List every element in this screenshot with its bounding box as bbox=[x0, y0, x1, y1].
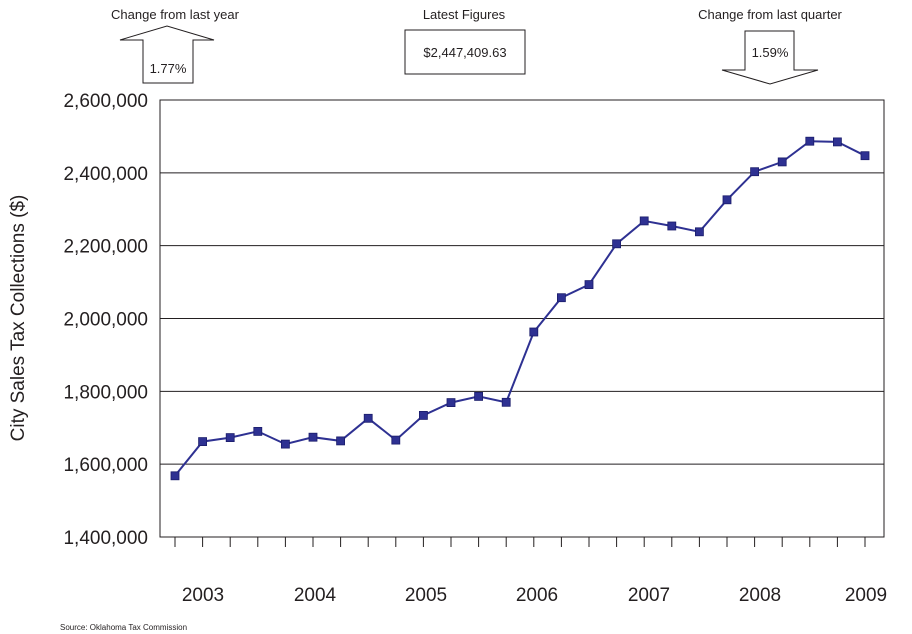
x-year-label: 2009 bbox=[845, 585, 887, 606]
callout-last-year-title: Change from last year bbox=[111, 7, 240, 22]
x-ticks bbox=[174, 537, 866, 547]
y-tick-label: 2,400,000 bbox=[63, 164, 148, 185]
x-year-label: 2007 bbox=[628, 585, 670, 606]
y-tick-label: 1,800,000 bbox=[63, 382, 148, 403]
data-point bbox=[557, 293, 566, 303]
data-point bbox=[860, 151, 870, 161]
data-point bbox=[501, 397, 511, 407]
callout-last-quarter-title: Change from last quarter bbox=[698, 7, 842, 22]
data-point bbox=[446, 398, 456, 408]
gridlines bbox=[160, 172, 884, 465]
x-year-label: 2008 bbox=[739, 585, 781, 606]
y-tick-label: 1,400,000 bbox=[63, 528, 148, 549]
data-point bbox=[225, 433, 235, 443]
data-point bbox=[336, 436, 346, 446]
data-point bbox=[695, 227, 704, 237]
data-point bbox=[529, 327, 539, 337]
y-tick-label: 2,600,000 bbox=[63, 91, 148, 112]
data-point bbox=[170, 471, 180, 481]
data-point bbox=[363, 413, 373, 423]
series-markers bbox=[170, 136, 870, 481]
callout-latest: Latest Figures $2,447,409.63 bbox=[404, 7, 526, 75]
callout-last-year: Change from last year 1.77% bbox=[111, 7, 240, 84]
callout-last-year-value: 1.77% bbox=[150, 61, 187, 76]
y-tick-labels: 1,400,000 1,600,000 1,800,000 2,000,000 2,20… bbox=[63, 91, 148, 549]
callout-latest-value: $2,447,409.63 bbox=[423, 45, 506, 60]
x-year-label: 2005 bbox=[405, 585, 447, 606]
x-year-label: 2003 bbox=[182, 585, 224, 606]
data-point bbox=[612, 239, 621, 249]
y-tick-label: 2,200,000 bbox=[63, 237, 148, 258]
down-arrow-icon bbox=[721, 30, 819, 85]
data-point bbox=[391, 435, 401, 445]
data-point bbox=[418, 410, 428, 420]
x-year-labels: 2003 2004 2005 2006 2007 2008 2009 bbox=[182, 585, 887, 606]
callout-last-quarter-value: 1.59% bbox=[752, 45, 789, 60]
data-point bbox=[308, 432, 318, 442]
y-tick-label: 2,000,000 bbox=[63, 310, 148, 331]
callout-last-quarter: Change from last quarter 1.59% bbox=[698, 7, 843, 85]
latest-figure-box bbox=[404, 29, 526, 75]
data-point bbox=[833, 137, 842, 147]
x-year-label: 2006 bbox=[516, 585, 558, 606]
series-line bbox=[174, 140, 866, 477]
data-point bbox=[584, 280, 594, 290]
data-point bbox=[722, 195, 732, 205]
y-axis-label: City Sales Tax Collections ($) bbox=[8, 195, 29, 442]
plot-frame bbox=[159, 99, 885, 538]
data-point bbox=[750, 167, 759, 177]
data-point bbox=[667, 221, 677, 231]
data-point bbox=[253, 426, 263, 436]
data-point bbox=[805, 136, 815, 146]
data-point bbox=[198, 437, 208, 447]
y-tick-label: 1,600,000 bbox=[63, 455, 148, 476]
callout-latest-title: Latest Figures bbox=[423, 7, 506, 22]
data-point bbox=[474, 391, 484, 401]
up-arrow-icon bbox=[119, 25, 215, 84]
data-point bbox=[777, 157, 787, 167]
data-point bbox=[639, 216, 649, 226]
source-note: Source: Oklahoma Tax Commission bbox=[60, 623, 187, 632]
data-point bbox=[280, 439, 290, 449]
x-year-label: 2004 bbox=[294, 585, 337, 606]
plot-area: 1,400,000 1,600,000 1,800,000 2,000,000 2,20… bbox=[63, 91, 887, 606]
